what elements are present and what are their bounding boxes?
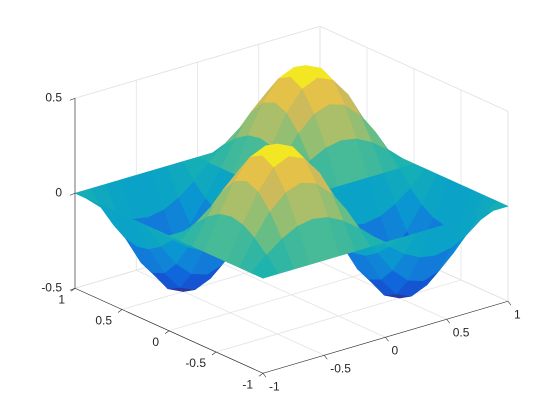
tick-mark xyxy=(446,319,450,324)
y-tick-label: -0.5 xyxy=(185,356,206,370)
tick-mark xyxy=(164,330,170,334)
surface-patch xyxy=(286,88,315,133)
tick-mark xyxy=(69,287,76,291)
y-tick-label: 0.5 xyxy=(95,314,112,328)
tick-mark xyxy=(117,309,123,313)
tick-mark xyxy=(324,355,328,360)
surface-patch xyxy=(258,167,286,212)
z-tick-label: 0.5 xyxy=(45,90,62,104)
z-tick-label: 0 xyxy=(55,185,62,199)
z-tick-label: -0.5 xyxy=(41,280,62,294)
x-tick-label: -1 xyxy=(269,379,280,393)
tick-mark xyxy=(258,373,264,377)
tick-mark xyxy=(262,373,267,378)
x-tick-label: -0.5 xyxy=(330,361,351,375)
y-tick-label: 0 xyxy=(152,335,159,349)
tick-mark xyxy=(211,351,217,356)
x-tick-label: 1 xyxy=(514,307,521,321)
x-tick-label: 0.5 xyxy=(453,325,470,339)
y-tick-label: -1 xyxy=(242,377,253,391)
surface-patch xyxy=(250,254,279,279)
y-tick-label: 1 xyxy=(58,292,65,306)
tick-mark xyxy=(69,192,76,196)
tick-mark xyxy=(507,301,512,306)
x-tick-label: 0 xyxy=(392,343,399,357)
tick-mark xyxy=(69,97,76,101)
grid-line xyxy=(74,25,509,112)
tick-mark xyxy=(385,337,389,342)
